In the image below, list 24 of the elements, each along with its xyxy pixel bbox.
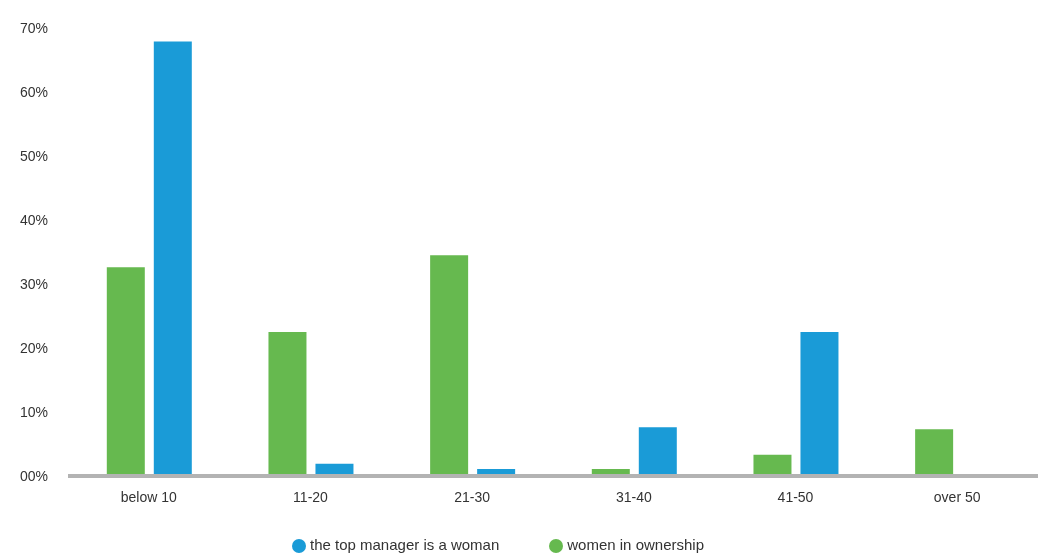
x-tick-label: 11-20 — [293, 488, 329, 505]
x-tick-label: 31-40 — [615, 488, 652, 505]
y-tick-label: 60% — [20, 83, 49, 100]
y-tick-label: 70% — [20, 19, 49, 36]
x-tick-label: below 10 — [120, 488, 178, 505]
bar — [638, 427, 677, 476]
x-tick-label: 41-50 — [777, 488, 814, 505]
bar — [753, 454, 792, 476]
bar — [268, 331, 307, 476]
bar — [153, 41, 192, 476]
y-tick-label: 20% — [20, 339, 49, 356]
legend-label: the top manager is a woman — [309, 535, 500, 553]
bar — [915, 429, 954, 476]
y-tick-label: 30% — [20, 275, 49, 292]
legend-label: women in ownership — [567, 535, 705, 553]
y-tick-label: 50% — [20, 147, 49, 164]
bar — [106, 267, 145, 476]
y-tick-label: 00% — [20, 467, 49, 484]
bar — [430, 255, 469, 476]
y-tick-label: 10% — [20, 403, 49, 420]
y-tick-label: 40% — [20, 211, 49, 228]
bar — [800, 331, 839, 476]
x-tick-label: over 50 — [933, 488, 981, 505]
x-tick-label: 21-30 — [454, 488, 491, 505]
